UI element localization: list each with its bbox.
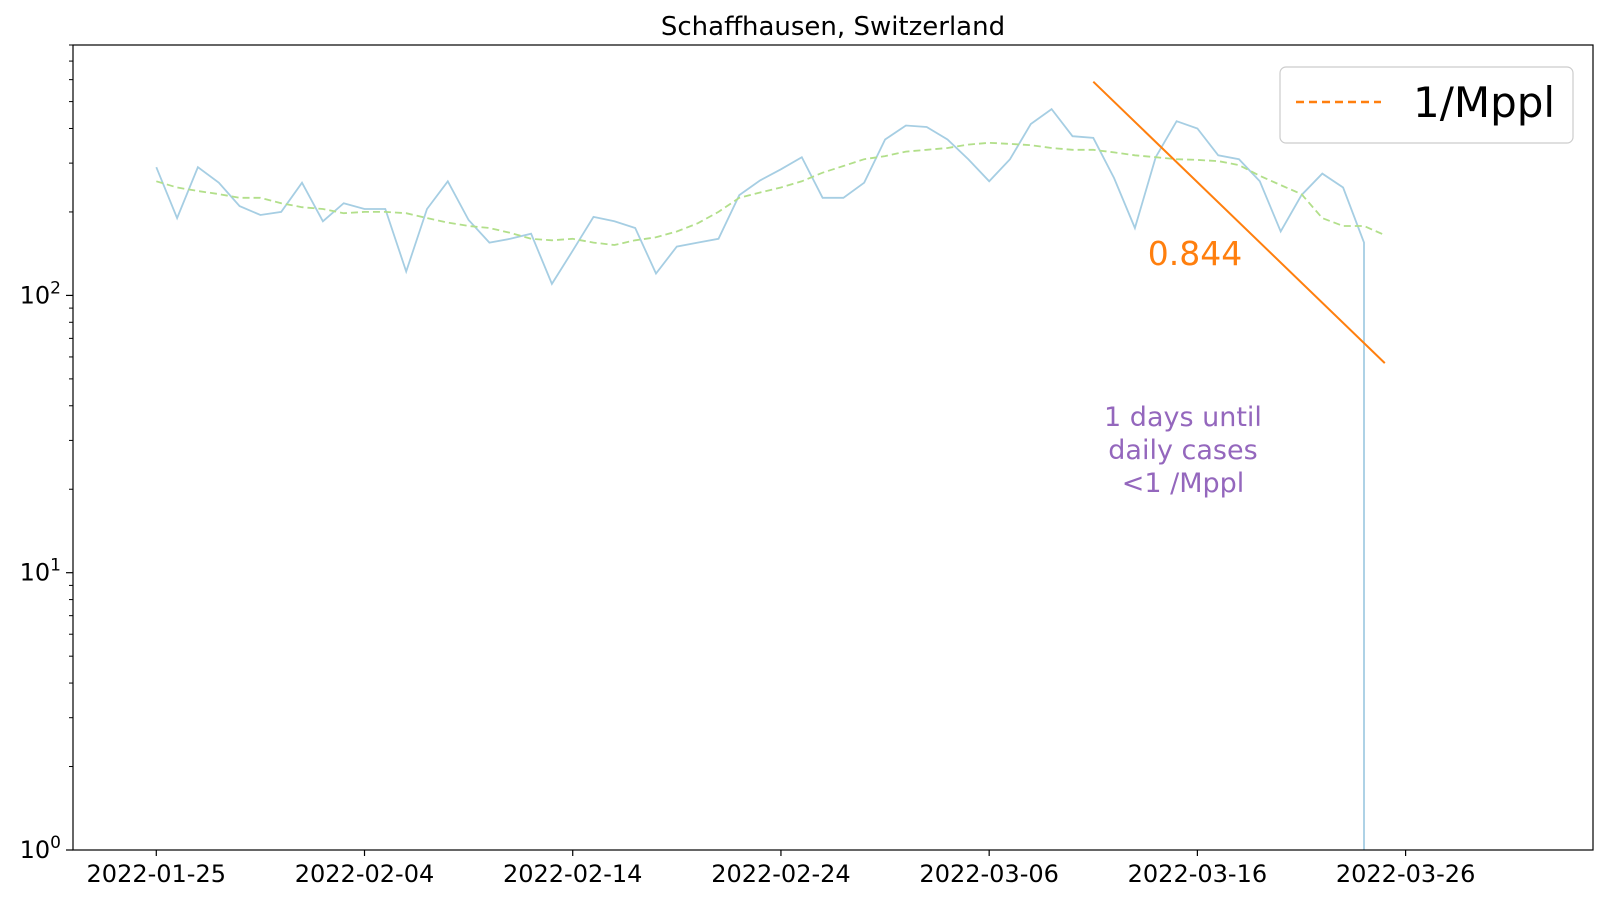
y-tick-label: 100 [20,833,61,864]
plot-frame [72,44,1594,851]
x-tick-label: 2022-03-06 [919,860,1058,888]
annotations: 0.844 1 days until daily cases <1 /Mppl [1104,234,1262,499]
plot-lines [155,80,1386,850]
y-tick-label: 101 [20,556,61,587]
x-tick-label: 2022-02-04 [295,860,434,888]
x-axis: 2022-01-25 2022-02-04 2022-02-14 2022-02-24… [87,850,1475,888]
days-until-note: 1 days until daily cases <1 /Mppl [1104,402,1262,499]
series-line-2 [156,141,1386,246]
x-tick-label: 2022-03-16 [1128,860,1267,888]
legend-box [1279,66,1574,144]
y-axis: 100 101 102 [20,44,73,864]
legend-label: 1/Mppl [1413,78,1555,127]
series-line-3 [1092,80,1386,364]
x-tick-label: 2022-01-25 [87,860,226,888]
x-tick-label: 2022-02-24 [711,860,850,888]
x-tick-label: 2022-02-14 [503,860,642,888]
series-line-1 [155,107,1365,850]
fit-rate-label: 0.844 [1148,234,1242,273]
legend: 1/Mppl [1279,66,1574,144]
x-tick-label: 2022-03-26 [1336,860,1475,888]
y-tick-label: 102 [20,278,61,309]
chart-title: Schaffhausen, Switzerland [661,12,1005,42]
